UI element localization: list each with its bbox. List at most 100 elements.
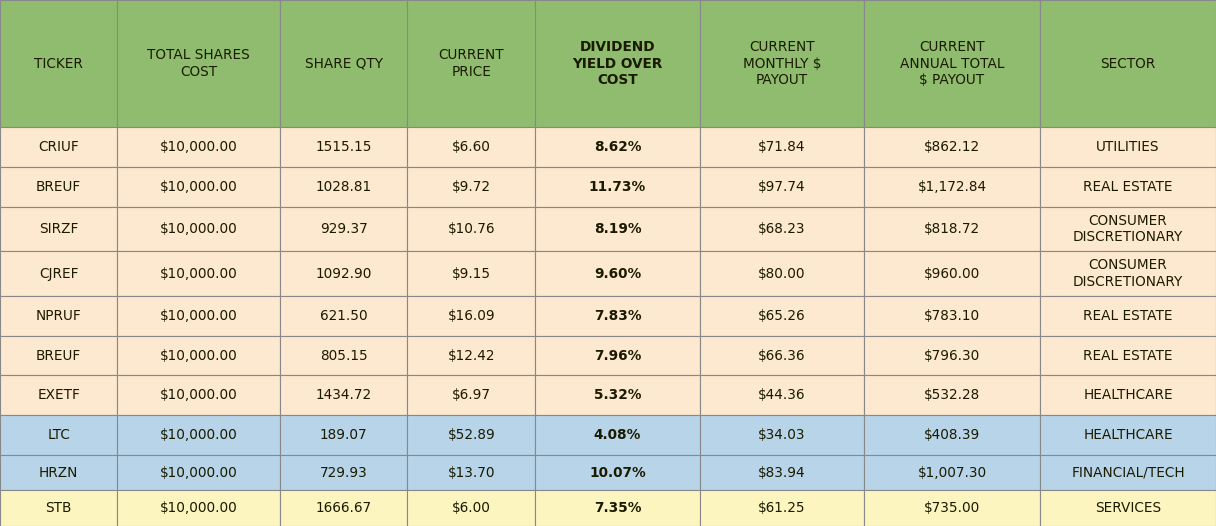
Bar: [0, 296, 117, 336]
Text: STB: STB: [45, 501, 72, 515]
Bar: [699, 167, 865, 207]
Text: $818.72: $818.72: [924, 222, 980, 236]
Text: $65.26: $65.26: [758, 309, 806, 323]
Bar: [280, 336, 407, 376]
Text: NPRUF: NPRUF: [35, 309, 81, 323]
Bar: [407, 207, 535, 251]
Text: $66.36: $66.36: [758, 349, 806, 362]
Text: CURRENT
MONTHLY $
PAYOUT: CURRENT MONTHLY $ PAYOUT: [743, 41, 821, 87]
Text: HEALTHCARE: HEALTHCARE: [1083, 388, 1173, 402]
Text: $10.76: $10.76: [447, 222, 495, 236]
Text: 189.07: 189.07: [320, 428, 367, 442]
Text: $10,000.00: $10,000.00: [159, 466, 237, 480]
Text: HEALTHCARE: HEALTHCARE: [1083, 428, 1173, 442]
Text: $532.28: $532.28: [924, 388, 980, 402]
Bar: [280, 415, 407, 455]
Bar: [280, 0, 407, 127]
Bar: [535, 376, 699, 415]
Bar: [865, 296, 1040, 336]
Bar: [407, 336, 535, 376]
Text: CONSUMER
DISCRETIONARY: CONSUMER DISCRETIONARY: [1073, 214, 1183, 244]
Bar: [407, 296, 535, 336]
Bar: [535, 0, 699, 127]
Text: CRIUF: CRIUF: [38, 140, 79, 154]
Bar: [535, 207, 699, 251]
Bar: [865, 336, 1040, 376]
Bar: [1040, 207, 1216, 251]
Bar: [1040, 490, 1216, 526]
Bar: [280, 376, 407, 415]
Bar: [117, 490, 280, 526]
Bar: [865, 251, 1040, 296]
Text: 1028.81: 1028.81: [315, 180, 372, 194]
Bar: [535, 336, 699, 376]
Bar: [0, 490, 117, 526]
Bar: [1040, 127, 1216, 167]
Bar: [117, 251, 280, 296]
Text: CJREF: CJREF: [39, 267, 78, 280]
Text: CURRENT
PRICE: CURRENT PRICE: [439, 48, 505, 78]
Text: 5.32%: 5.32%: [593, 388, 641, 402]
Bar: [865, 455, 1040, 490]
Text: REAL ESTATE: REAL ESTATE: [1083, 180, 1172, 194]
Text: 1092.90: 1092.90: [315, 267, 372, 280]
Bar: [280, 251, 407, 296]
Text: $10,000.00: $10,000.00: [159, 180, 237, 194]
Bar: [0, 167, 117, 207]
Text: BREUF: BREUF: [36, 349, 81, 362]
Text: $9.15: $9.15: [452, 267, 491, 280]
Text: CURRENT
ANNUAL TOTAL
$ PAYOUT: CURRENT ANNUAL TOTAL $ PAYOUT: [900, 41, 1004, 87]
Text: $10,000.00: $10,000.00: [159, 222, 237, 236]
Text: 7.35%: 7.35%: [593, 501, 641, 515]
Text: $1,007.30: $1,007.30: [918, 466, 986, 480]
Text: $10,000.00: $10,000.00: [159, 267, 237, 280]
Text: 621.50: 621.50: [320, 309, 367, 323]
Bar: [0, 251, 117, 296]
Bar: [0, 207, 117, 251]
Text: UTILITIES: UTILITIES: [1097, 140, 1160, 154]
Text: $10,000.00: $10,000.00: [159, 501, 237, 515]
Bar: [117, 127, 280, 167]
Text: $61.25: $61.25: [758, 501, 806, 515]
Text: $34.03: $34.03: [758, 428, 806, 442]
Bar: [407, 455, 535, 490]
Text: CONSUMER
DISCRETIONARY: CONSUMER DISCRETIONARY: [1073, 258, 1183, 289]
Bar: [407, 167, 535, 207]
Text: 805.15: 805.15: [320, 349, 367, 362]
Text: 10.07%: 10.07%: [589, 466, 646, 480]
Text: 1515.15: 1515.15: [315, 140, 372, 154]
Text: $68.23: $68.23: [758, 222, 806, 236]
Text: SERVICES: SERVICES: [1094, 501, 1161, 515]
Bar: [407, 376, 535, 415]
Bar: [407, 251, 535, 296]
Bar: [407, 0, 535, 127]
Text: $13.70: $13.70: [447, 466, 495, 480]
Text: TICKER: TICKER: [34, 56, 83, 70]
Text: BREUF: BREUF: [36, 180, 81, 194]
Text: $83.94: $83.94: [758, 466, 806, 480]
Text: $10,000.00: $10,000.00: [159, 388, 237, 402]
Bar: [117, 376, 280, 415]
Bar: [407, 415, 535, 455]
Text: $10,000.00: $10,000.00: [159, 140, 237, 154]
Bar: [407, 127, 535, 167]
Text: $10,000.00: $10,000.00: [159, 349, 237, 362]
Bar: [280, 167, 407, 207]
Bar: [699, 296, 865, 336]
Text: SIRZF: SIRZF: [39, 222, 78, 236]
Text: DIVIDEND
YIELD OVER
COST: DIVIDEND YIELD OVER COST: [573, 41, 663, 87]
Text: SHARE QTY: SHARE QTY: [304, 56, 383, 70]
Bar: [865, 207, 1040, 251]
Bar: [0, 336, 117, 376]
Text: $71.84: $71.84: [758, 140, 806, 154]
Bar: [535, 490, 699, 526]
Text: $80.00: $80.00: [758, 267, 806, 280]
Bar: [407, 490, 535, 526]
Text: 1434.72: 1434.72: [315, 388, 372, 402]
Text: $10,000.00: $10,000.00: [159, 428, 237, 442]
Bar: [535, 415, 699, 455]
Text: $1,172.84: $1,172.84: [918, 180, 986, 194]
Text: $44.36: $44.36: [758, 388, 806, 402]
Bar: [699, 336, 865, 376]
Bar: [117, 415, 280, 455]
